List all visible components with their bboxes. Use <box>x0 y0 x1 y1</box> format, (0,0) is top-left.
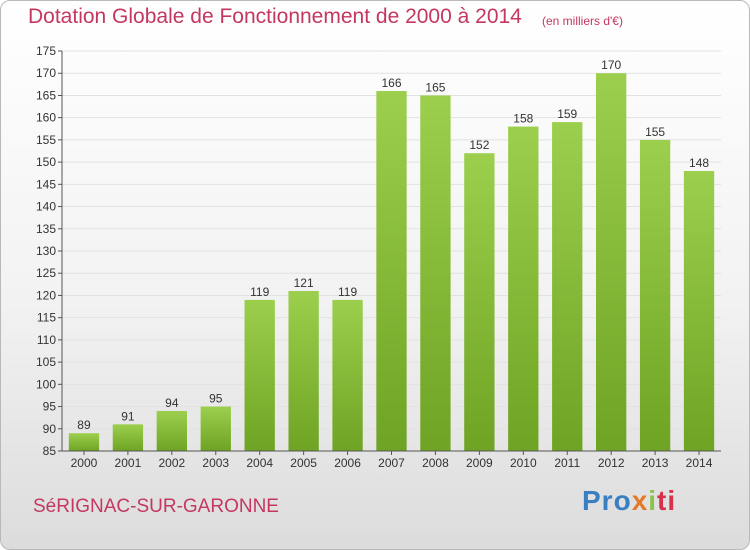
chart-subtitle: (en milliers d'€) <box>542 14 623 28</box>
logo-part-1: Pro <box>582 485 632 516</box>
x-tick-label: 2013 <box>642 456 669 470</box>
bar-value-label: 119 <box>338 285 357 299</box>
x-tick-label: 2005 <box>290 456 317 470</box>
x-tick-label: 2007 <box>378 456 405 470</box>
x-tick-label: 2011 <box>554 456 580 470</box>
bar-value-label: 166 <box>381 76 401 90</box>
bar-value-label: 95 <box>209 392 223 406</box>
bar-value-label: 89 <box>77 418 91 432</box>
bar-value-label: 152 <box>469 138 489 152</box>
y-tick-label: 130 <box>36 244 56 258</box>
y-tick-label: 115 <box>37 311 56 325</box>
bar <box>464 153 495 451</box>
commune-name: SéRIGNAC-SUR-GARONNE <box>33 496 279 517</box>
bar-value-label: 119 <box>250 285 269 299</box>
bar <box>639 139 671 451</box>
x-tick-label: 2009 <box>466 456 493 470</box>
x-tick-label: 2008 <box>422 456 449 470</box>
chart-title: Dotation Globale de Fonctionnement de 20… <box>28 5 522 28</box>
bar-value-label: 91 <box>121 409 135 423</box>
x-tick-label: 2006 <box>334 456 361 470</box>
bar <box>288 291 319 451</box>
bar-value-label: 170 <box>601 58 621 72</box>
x-tick-label: 2002 <box>158 456 185 470</box>
bar <box>156 411 187 451</box>
bar <box>508 126 539 452</box>
y-tick-label: 85 <box>43 444 57 458</box>
y-tick-label: 150 <box>36 155 56 169</box>
x-tick-label: 2001 <box>115 456 142 470</box>
y-tick-label: 175 <box>36 44 56 58</box>
bar <box>112 424 144 451</box>
bar-value-label: 155 <box>645 125 665 139</box>
logo-part-2: x <box>631 485 649 516</box>
y-tick-label: 120 <box>36 288 56 302</box>
bar-value-label: 94 <box>165 396 179 410</box>
y-tick-label: 155 <box>36 133 56 147</box>
bar-value-label: 159 <box>557 107 577 121</box>
y-tick-label: 160 <box>36 111 56 125</box>
bar <box>552 122 583 451</box>
y-tick-label: 100 <box>36 377 56 391</box>
bar <box>683 171 715 451</box>
data-labels: 89 91 94 95 119 121 119 166 165 152 158 159 170 155 14… <box>77 58 709 432</box>
x-tick-label: 2003 <box>202 456 229 470</box>
bar <box>332 299 363 451</box>
bar-value-label: 165 <box>425 80 445 94</box>
x-tick-label: 2014 <box>686 456 713 470</box>
logo-part-3: i <box>648 485 658 516</box>
y-tick-label: 165 <box>36 88 56 102</box>
bar <box>420 95 451 451</box>
logo-part-4: ti <box>657 485 677 516</box>
bar-value-label: 148 <box>689 156 709 170</box>
y-tick-label: 90 <box>43 422 57 436</box>
x-tick-label: 2004 <box>246 456 273 470</box>
y-tick-label: 95 <box>43 400 57 414</box>
bar <box>200 406 231 451</box>
y-tick-label: 125 <box>36 266 56 280</box>
y-tick-label: 170 <box>36 66 56 80</box>
x-tick-label: 2000 <box>71 456 98 470</box>
y-tick-label: 135 <box>36 222 56 236</box>
bar-value-label: 158 <box>513 112 533 126</box>
y-tick-label: 145 <box>36 177 56 191</box>
y-tick-label: 105 <box>36 355 56 369</box>
y-tick-label: 140 <box>36 200 56 214</box>
axes: 85 90 95 100 105 110 115 120 125 130 135 140 145 150 1… <box>36 44 721 470</box>
proxiti-logo[interactable]: Proxiti <box>582 485 676 517</box>
bar <box>376 91 407 451</box>
bar <box>596 73 627 451</box>
bar-value-label: 121 <box>294 276 314 290</box>
bars <box>68 73 715 452</box>
y-tick-label: 110 <box>37 333 56 347</box>
bar <box>68 433 100 451</box>
x-tick-label: 2010 <box>510 456 537 470</box>
x-tick-label: 2012 <box>598 456 625 470</box>
bar <box>244 299 275 451</box>
